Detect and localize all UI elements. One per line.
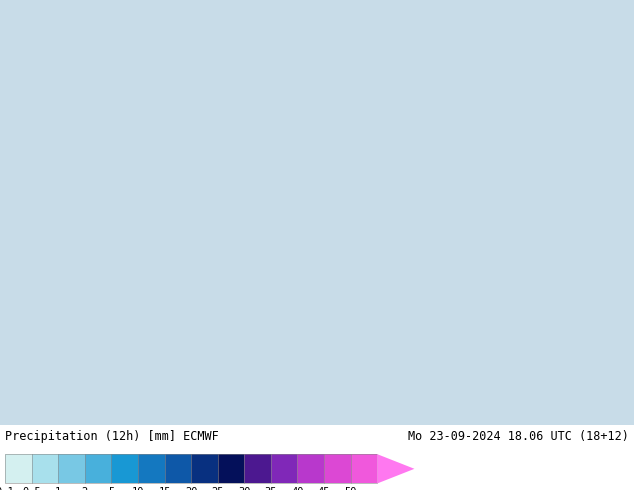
Text: 5: 5 (108, 487, 115, 490)
Text: 20: 20 (185, 487, 197, 490)
Text: 50: 50 (344, 487, 357, 490)
Bar (271, 454, 297, 484)
Bar (297, 454, 324, 484)
Text: 45: 45 (318, 487, 330, 490)
Text: 35: 35 (264, 487, 277, 490)
Bar (32, 454, 58, 484)
Bar (324, 454, 351, 484)
Text: 15: 15 (158, 487, 171, 490)
Bar (85, 454, 112, 484)
Text: Precipitation (12h) [mm] ECMWF: Precipitation (12h) [mm] ECMWF (5, 430, 219, 443)
Text: 30: 30 (238, 487, 250, 490)
Text: 0.5: 0.5 (22, 487, 41, 490)
Bar (112, 454, 138, 484)
Text: 1: 1 (55, 487, 61, 490)
Bar (191, 454, 217, 484)
Bar (58, 454, 85, 484)
Text: Mo 23-09-2024 18.06 UTC (18+12): Mo 23-09-2024 18.06 UTC (18+12) (408, 430, 629, 443)
Bar (5, 454, 377, 484)
Bar (244, 454, 271, 484)
Bar (351, 454, 377, 484)
Bar (217, 454, 244, 484)
Text: 10: 10 (132, 487, 145, 490)
Text: 40: 40 (291, 487, 304, 490)
Text: 0.1: 0.1 (0, 487, 15, 490)
Text: 25: 25 (212, 487, 224, 490)
Bar (138, 454, 165, 484)
Bar (5, 454, 32, 484)
Polygon shape (377, 454, 415, 484)
Text: 2: 2 (82, 487, 88, 490)
Bar (165, 454, 191, 484)
